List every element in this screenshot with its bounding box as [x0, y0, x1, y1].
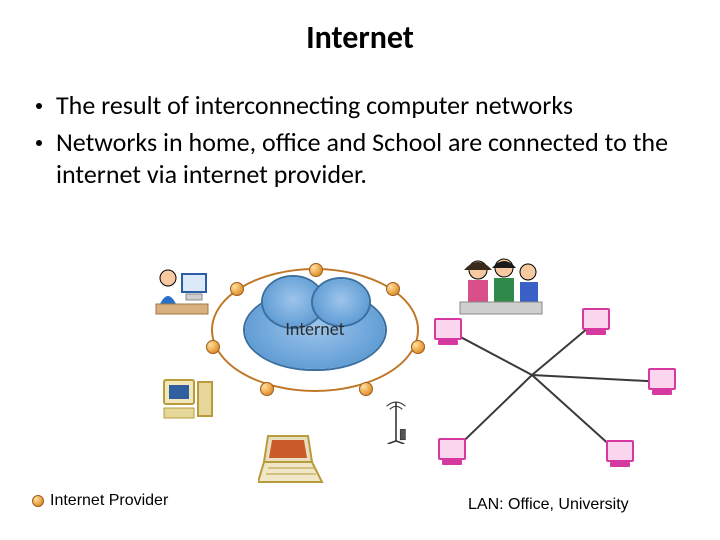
bullet-dot-icon — [36, 103, 42, 109]
ring-node-icon — [230, 282, 244, 296]
bullet-list: The result of interconnecting computer n… — [0, 57, 720, 191]
ring-node-icon — [359, 382, 373, 396]
page-title: Internet — [0, 0, 720, 57]
ring-node-icon — [386, 282, 400, 296]
network-diagram: Internet — [0, 260, 720, 540]
bullet-dot-icon — [36, 140, 42, 146]
bullet-item: The result of interconnecting computer n… — [36, 89, 684, 122]
laptop-icon — [258, 432, 324, 488]
lan-label: LAN: Office, University — [468, 496, 629, 514]
bullet-item: Networks in home, office and School are … — [36, 126, 684, 191]
ring-node-icon — [309, 263, 323, 277]
user-at-computer-icon — [152, 264, 212, 320]
lan-pc-icon — [434, 318, 462, 340]
lan-pc-icon — [582, 308, 610, 330]
desktop-pc-icon — [160, 376, 216, 426]
bullet-text: The result of interconnecting computer n… — [56, 89, 573, 122]
antenna-tower-icon — [360, 400, 432, 444]
ring-node-icon — [411, 340, 425, 354]
lan-link-icon — [532, 374, 660, 383]
lan-pc-icon — [606, 440, 634, 462]
ring-node-icon — [260, 382, 274, 396]
ring-node-icon — [206, 340, 220, 354]
lan-pc-icon — [648, 368, 676, 390]
legend-provider-label: Internet Provider — [50, 492, 168, 510]
legend-provider-dot-icon — [32, 495, 44, 507]
lan-pc-icon — [438, 438, 466, 460]
internet-cloud-label: Internet — [245, 318, 385, 340]
bullet-text: Networks in home, office and School are … — [56, 126, 684, 191]
user-group-icon — [458, 256, 544, 316]
